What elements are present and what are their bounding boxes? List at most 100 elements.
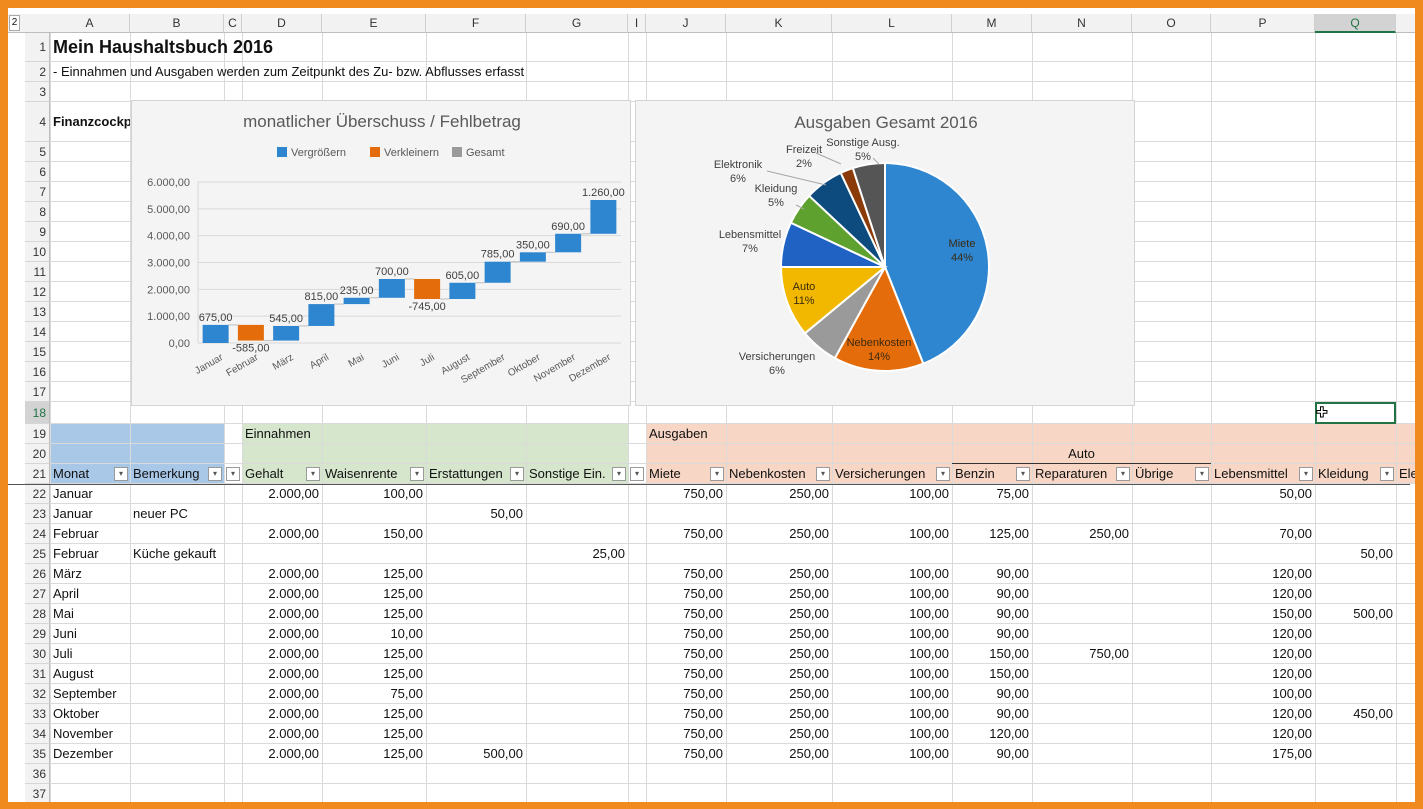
column-header-lebensmittel[interactable]: Lebensmittel (1214, 466, 1288, 481)
amount-cell[interactable]: 90,00 (996, 686, 1029, 701)
column-header[interactable]: Q (1315, 14, 1396, 33)
amount-cell[interactable]: 750,00 (683, 586, 723, 601)
row-header[interactable]: 32 (25, 684, 50, 704)
spreadsheet[interactable]: 2 A B C D E F G I J K L M N O P Q 1 2 3 4 5 6 7 8 9 10 11 12 13 14 15 16… (8, 8, 1415, 802)
month-cell[interactable]: September (53, 686, 117, 701)
amount-cell[interactable]: 100,00 (909, 726, 949, 741)
amount-cell[interactable]: 750,00 (683, 646, 723, 661)
row-header[interactable]: 22 (25, 484, 50, 504)
amount-cell[interactable]: 70,00 (1279, 526, 1312, 541)
column-header[interactable]: G (526, 14, 628, 33)
column-header[interactable]: N (1032, 14, 1132, 33)
amount-cell[interactable]: 75,00 (996, 486, 1029, 501)
amount-cell[interactable]: 2.000,00 (268, 706, 319, 721)
amount-cell[interactable]: 2.000,00 (268, 586, 319, 601)
amount-cell[interactable]: 250,00 (789, 646, 829, 661)
row-header[interactable]: 9 (25, 222, 50, 242)
row-header[interactable]: 5 (25, 142, 50, 162)
amount-cell[interactable]: 125,00 (383, 606, 423, 621)
amount-cell[interactable]: 2.000,00 (268, 746, 319, 761)
group-ausgaben-label[interactable]: Ausgaben (649, 426, 708, 441)
column-header[interactable]: M (952, 14, 1032, 33)
amount-cell[interactable]: 750,00 (683, 706, 723, 721)
pie-chart[interactable]: Ausgaben Gesamt 2016 Miete 44% Nebenkosten 1… (635, 100, 1135, 406)
row-header[interactable]: 23 (25, 504, 50, 524)
amount-cell[interactable]: 250,00 (1089, 526, 1129, 541)
row-header[interactable]: 31 (25, 664, 50, 684)
filter-dropdown-button[interactable]: ▾ (1116, 467, 1130, 481)
amount-cell[interactable]: 125,00 (383, 586, 423, 601)
column-header[interactable]: K (726, 14, 832, 33)
filter-dropdown-button[interactable]: ▾ (612, 467, 626, 481)
column-header--brige[interactable]: Übrige (1135, 466, 1174, 481)
column-header-versicherungen[interactable]: Versicherungen (835, 466, 926, 481)
amount-cell[interactable]: 250,00 (789, 726, 829, 741)
row-header[interactable]: 19 (25, 424, 50, 444)
column-header[interactable]: F (426, 14, 526, 33)
filter-dropdown-button[interactable]: ▾ (710, 467, 724, 481)
filter-dropdown-button[interactable]: ▾ (208, 467, 222, 481)
column-header[interactable]: C (224, 14, 242, 33)
amount-cell[interactable]: 2.000,00 (268, 646, 319, 661)
amount-cell[interactable]: 100,00 (909, 646, 949, 661)
amount-cell[interactable]: 2.000,00 (268, 606, 319, 621)
amount-cell[interactable]: 50,00 (1279, 486, 1312, 501)
amount-cell[interactable]: 250,00 (789, 666, 829, 681)
filter-dropdown-button[interactable]: ▾ (1299, 467, 1313, 481)
row-header[interactable]: 26 (25, 564, 50, 584)
amount-cell[interactable]: 500,00 (1353, 606, 1393, 621)
amount-cell[interactable]: 150,00 (989, 646, 1029, 661)
amount-cell[interactable]: 125,00 (383, 566, 423, 581)
row-header[interactable]: 8 (25, 202, 50, 222)
amount-cell[interactable]: 100,00 (909, 746, 949, 761)
row-header[interactable]: 34 (25, 724, 50, 744)
filter-dropdown-button[interactable]: ▾ (1195, 467, 1209, 481)
amount-cell[interactable]: 750,00 (683, 726, 723, 741)
column-header-kleidung[interactable]: Kleidung (1318, 466, 1369, 481)
amount-cell[interactable]: 125,00 (383, 746, 423, 761)
column-header-nebenkosten[interactable]: Nebenkosten (729, 466, 806, 481)
amount-cell[interactable]: 120,00 (1272, 626, 1312, 641)
amount-cell[interactable]: 250,00 (789, 686, 829, 701)
month-cell[interactable]: November (53, 726, 113, 741)
column-header-miete[interactable]: Miete (649, 466, 681, 481)
group-einnahmen-label[interactable]: Einnahmen (245, 426, 311, 441)
amount-cell[interactable]: 2.000,00 (268, 526, 319, 541)
month-cell[interactable]: Oktober (53, 706, 100, 721)
outline-level-button[interactable]: 2 (9, 15, 20, 31)
filter-dropdown-button[interactable]: ▾ (226, 467, 240, 481)
selected-cell[interactable] (1315, 402, 1396, 424)
amount-cell[interactable]: 2.000,00 (268, 726, 319, 741)
amount-cell[interactable]: 120,00 (1272, 666, 1312, 681)
filter-dropdown-button[interactable]: ▾ (410, 467, 424, 481)
column-header-waisenrente[interactable]: Waisenrente (325, 466, 398, 481)
amount-cell[interactable]: 100,00 (909, 686, 949, 701)
month-cell[interactable]: Februar (53, 526, 99, 541)
amount-cell[interactable]: 150,00 (989, 666, 1029, 681)
month-cell[interactable]: August (53, 666, 94, 681)
amount-cell[interactable]: 250,00 (789, 746, 829, 761)
column-header[interactable]: D (242, 14, 322, 33)
row-header[interactable]: 37 (25, 784, 50, 802)
comment-cell[interactable]: neuer PC (133, 506, 188, 521)
amount-cell[interactable]: 120,00 (1272, 706, 1312, 721)
amount-cell[interactable]: 2.000,00 (268, 686, 319, 701)
filter-dropdown-button[interactable]: ▾ (1380, 467, 1394, 481)
row-header[interactable]: 28 (25, 604, 50, 624)
row-header[interactable]: 6 (25, 162, 50, 182)
amount-cell[interactable]: 120,00 (989, 726, 1029, 741)
month-cell[interactable]: Juni (53, 626, 77, 641)
row-header[interactable]: 1 (25, 33, 50, 62)
amount-cell[interactable]: 120,00 (1272, 726, 1312, 741)
amount-cell[interactable]: 90,00 (996, 746, 1029, 761)
amount-cell[interactable]: 100,00 (909, 566, 949, 581)
amount-cell[interactable]: 750,00 (683, 746, 723, 761)
row-header[interactable]: 29 (25, 624, 50, 644)
sheet-title[interactable]: Mein Haushaltsbuch 2016 (53, 37, 274, 57)
column-header[interactable]: I (628, 14, 646, 33)
row-header[interactable]: 20 (25, 444, 50, 464)
amount-cell[interactable]: 100,00 (909, 706, 949, 721)
column-header[interactable]: A (50, 14, 130, 33)
row-header[interactable]: 17 (25, 382, 50, 402)
amount-cell[interactable]: 2.000,00 (268, 666, 319, 681)
